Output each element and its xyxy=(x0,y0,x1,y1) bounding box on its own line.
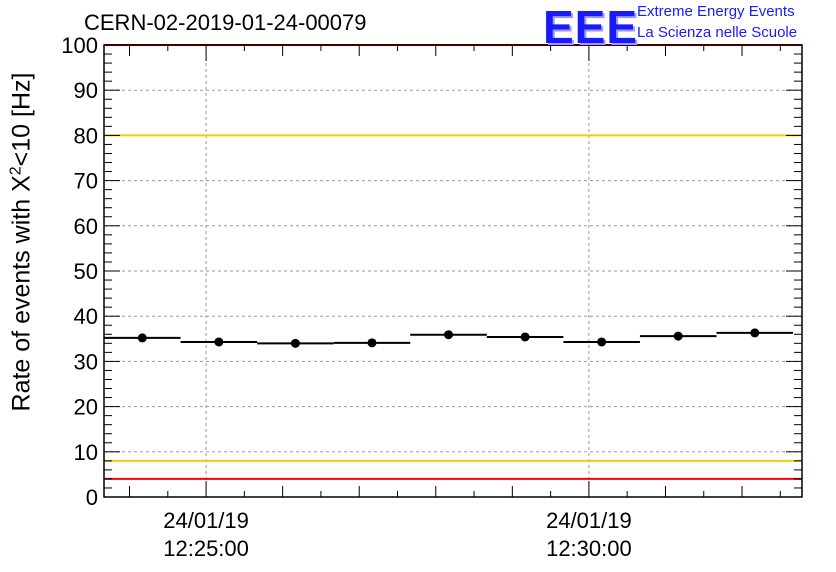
data-point xyxy=(444,330,454,340)
y-tick-label: 10 xyxy=(74,440,98,465)
x-tick-label-time: 12:25:00 xyxy=(163,536,249,561)
x-tick-label-date: 24/01/19 xyxy=(163,508,249,533)
y-tick-label: 60 xyxy=(74,214,98,239)
data-point xyxy=(520,332,530,342)
y-tick-label: 80 xyxy=(74,123,98,148)
y-axis-label-sup: 2 xyxy=(7,166,25,176)
y-tick-label: 20 xyxy=(74,395,98,420)
y-tick-label: 100 xyxy=(61,33,98,58)
data-point xyxy=(673,331,683,341)
y-tick-label: 30 xyxy=(74,349,98,374)
eee-logo: EEE xyxy=(543,1,639,53)
data-point xyxy=(137,333,147,343)
y-tick-label: 50 xyxy=(74,259,98,284)
grid xyxy=(104,45,802,497)
logo-subtitle-line1: Extreme Energy Events xyxy=(637,3,795,20)
logo-subtitle-line2: La Scienza nelle Scuole xyxy=(637,24,798,41)
data-point xyxy=(214,337,224,347)
y-tick-label: 90 xyxy=(74,78,98,103)
y-axis-label-suffix: <10 [Hz] xyxy=(7,72,36,167)
axes xyxy=(103,44,803,498)
y-axis-label: Rate of events with X2<10 [Hz] xyxy=(7,73,36,412)
data-point xyxy=(290,338,300,348)
x-tick-label-date: 24/01/19 xyxy=(546,508,632,533)
y-axis-label-prefix: Rate of events with X xyxy=(7,175,36,412)
data-point xyxy=(750,328,760,338)
reference-lines xyxy=(104,44,802,480)
data-series xyxy=(104,328,794,348)
x-tick-label-time: 12:30:00 xyxy=(546,536,632,561)
y-tick-label: 0 xyxy=(86,485,98,510)
run-title: CERN-02-2019-01-24-00079 xyxy=(84,10,367,35)
y-tick-label: 70 xyxy=(74,169,98,194)
data-point xyxy=(367,338,377,348)
data-point xyxy=(597,337,607,347)
y-tick-label: 40 xyxy=(74,304,98,329)
tick-labels: 0 10 20 30 40 50 60 70 80 90 100 24/01/19 12:25:00 24… xyxy=(61,33,631,561)
